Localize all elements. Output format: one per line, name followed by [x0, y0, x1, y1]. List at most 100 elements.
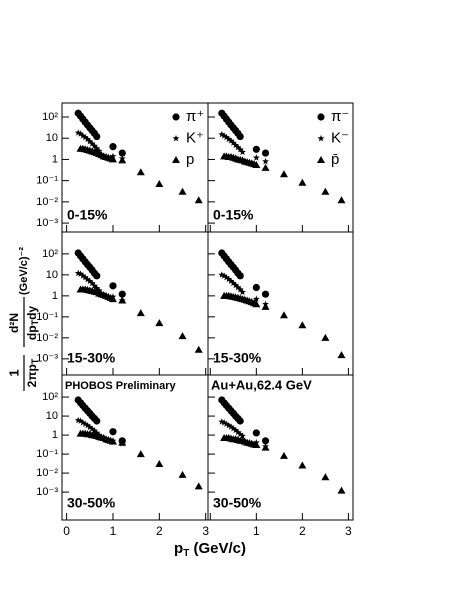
star-marker: [232, 281, 240, 289]
star-marker: [222, 420, 230, 427]
circle-marker: [118, 149, 126, 157]
star-marker: [77, 270, 84, 277]
star-marker: [239, 288, 246, 296]
y-label-den2: dpTdy: [25, 306, 40, 341]
centrality-label: 30-50%: [213, 495, 262, 511]
circle-marker: [261, 149, 270, 157]
star-marker: [79, 419, 87, 426]
centrality-label: 30-50%: [67, 495, 116, 511]
circle-marker: [93, 272, 101, 280]
star-marker: [222, 133, 230, 141]
triangle-marker: [252, 300, 261, 308]
star-marker: [232, 426, 240, 434]
y-tick-label: 10⁻³: [36, 486, 58, 498]
y-label-den2-rest: dy: [25, 306, 39, 320]
star-marker: [91, 282, 98, 289]
star-marker: [220, 419, 228, 426]
x-tick-label: 1: [253, 524, 260, 538]
x-label-main: p: [174, 540, 183, 557]
triangle-marker: [136, 168, 145, 176]
triangle-marker: [337, 486, 346, 494]
triangle-marker: [108, 295, 117, 303]
y-label-den-main: 2πp: [25, 364, 39, 387]
star-marker: [252, 154, 260, 161]
triangle-marker: [279, 311, 288, 319]
y-tick-label: 10⁻¹: [36, 175, 58, 187]
star-marker: [220, 272, 228, 279]
triangle-marker: [298, 178, 307, 186]
triangle-marker: [252, 441, 261, 449]
centrality-label: 0-15%: [213, 207, 254, 223]
star-marker: [229, 139, 237, 146]
star-marker: [88, 425, 96, 432]
y-tick-label: 10⁻¹: [36, 448, 58, 460]
triangle-marker: [178, 332, 187, 340]
star-marker: [227, 277, 235, 285]
triangle-marker: [337, 196, 346, 204]
star-marker: [218, 271, 226, 278]
y-tick-label: 10⁻¹: [36, 311, 58, 323]
y-label-unit: (GeV/c)⁻²: [18, 247, 30, 295]
star-marker: [234, 143, 242, 151]
triangle-marker: [155, 460, 164, 468]
circle-marker: [236, 132, 244, 141]
star-marker: [239, 148, 246, 156]
centrality-label: 0-15%: [67, 207, 108, 223]
x-axis-label: pT (GeV/c): [174, 540, 246, 559]
star-marker: [317, 134, 325, 142]
legend-label: K⁻: [331, 129, 349, 146]
y-tick-label: 1: [52, 429, 58, 441]
triangle-marker: [279, 451, 288, 459]
star-marker: [227, 137, 235, 144]
x-label-sub: T: [183, 548, 189, 559]
triangle-marker: [108, 437, 117, 445]
legend-label: K⁺: [186, 129, 204, 146]
star-marker: [81, 133, 89, 141]
centrality-label: 15-30%: [213, 350, 262, 366]
annotation: PHOBOS Preliminary: [65, 380, 177, 392]
y-tick-label: 10: [46, 132, 58, 144]
circle-marker: [236, 272, 244, 280]
y-tick-label: 10⁻²: [36, 332, 58, 344]
triangle-marker: [321, 187, 330, 195]
triangle-marker: [155, 179, 164, 187]
centrality-label: 15-30%: [67, 350, 116, 366]
triangle-marker: [194, 345, 203, 353]
star-marker: [232, 141, 240, 149]
circle-marker: [118, 290, 126, 298]
triangle-marker: [178, 470, 187, 478]
legend-label: π⁺: [186, 108, 204, 125]
y-label-num2: d²N: [7, 313, 21, 333]
y-tick-label: 10: [46, 269, 58, 281]
circle-marker: [172, 113, 180, 121]
star-marker: [252, 295, 260, 303]
star-marker: [84, 421, 91, 429]
triangle-marker: [261, 302, 270, 310]
y-tick-label: 10⁻²: [36, 196, 58, 208]
triangle-marker: [279, 170, 288, 178]
y-tick-label: 10⁻³: [36, 353, 58, 365]
x-tick-label: 3: [202, 524, 209, 538]
circle-marker: [252, 429, 260, 437]
star-marker: [93, 144, 101, 152]
star-marker: [77, 417, 84, 424]
star-marker: [225, 135, 233, 143]
star-marker: [81, 420, 89, 427]
star-marker: [236, 430, 244, 438]
star-marker: [236, 146, 244, 153]
star-marker: [218, 130, 226, 138]
star-marker: [74, 129, 82, 136]
star-marker: [86, 423, 94, 431]
star-marker: [77, 130, 84, 137]
triangle-marker: [261, 163, 270, 171]
legend-label: p: [186, 151, 194, 168]
triangle-marker: [337, 351, 346, 359]
star-marker: [172, 134, 180, 142]
x-tick-label: 3: [345, 524, 352, 538]
x-tick-label: 2: [156, 524, 163, 538]
star-marker: [229, 424, 237, 432]
circle-marker: [261, 290, 270, 298]
triangle-marker: [321, 473, 330, 481]
